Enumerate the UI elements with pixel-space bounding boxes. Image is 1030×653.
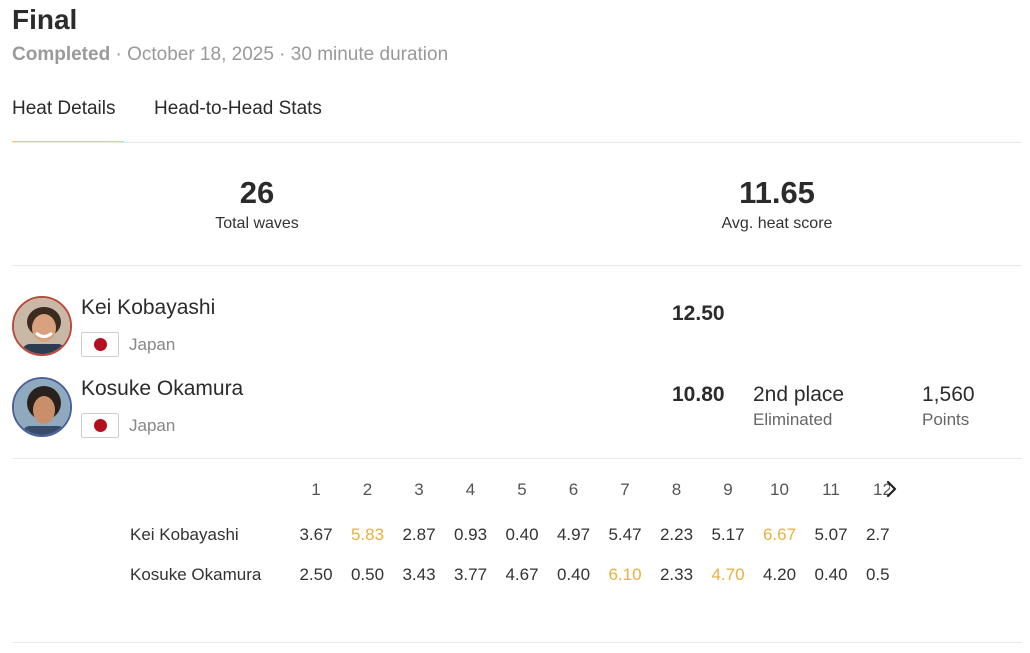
- wave-score-cell: 6.67: [762, 525, 797, 544]
- athlete-photo: [14, 298, 70, 354]
- wave-number-header: 10: [770, 480, 789, 499]
- avg-score-stat: 11.65 Avg. heat score: [677, 175, 877, 233]
- heat-title: Final: [12, 4, 78, 35]
- wave-score-cell: 2.73: [865, 525, 890, 544]
- avatar-kei-kobayashi[interactable]: [12, 296, 72, 356]
- wave-row-athlete-name: Kosuke Okamura: [130, 565, 262, 584]
- wave-score-cell: 3.77: [453, 565, 488, 584]
- wave-number-header: 7: [620, 480, 630, 499]
- wave-number-header: 9: [723, 480, 733, 499]
- wave-number-header: 11: [822, 480, 840, 499]
- wave-score-cell: 2.23: [659, 525, 694, 544]
- wave-score-cell: 5.83: [350, 525, 385, 544]
- wave-number-header: 2: [362, 480, 373, 499]
- heat-meta: · October 18, 2025 · 30 minute duration: [110, 44, 449, 65]
- heat-status: Completed: [12, 44, 111, 65]
- athlete-country: Japan: [129, 335, 176, 354]
- wave-score-cell: 5.47: [608, 525, 642, 544]
- bottom-divider: [12, 642, 1022, 643]
- athlete-name[interactable]: Kei Kobayashi: [81, 296, 216, 319]
- wave-score-cell: 5.07: [814, 525, 848, 544]
- athlete-country: Japan: [129, 416, 176, 435]
- japan-flag-icon: [81, 332, 119, 357]
- athlete-points-label: Points: [922, 410, 970, 429]
- wave-score-cell: 0.40: [556, 565, 591, 584]
- wave-score-cell: 4.97: [556, 525, 591, 544]
- athlete-photo: [14, 379, 70, 435]
- avg-score-label: Avg. heat score: [721, 215, 833, 232]
- wave-score-cell: 3.67: [299, 525, 333, 544]
- wave-score-cell: 0.40: [505, 525, 539, 544]
- tab-heat-details[interactable]: Heat Details: [12, 98, 124, 143]
- athlete-placing: 2nd place: [753, 383, 845, 406]
- athlete-name[interactable]: Kosuke Okamura: [81, 377, 244, 400]
- wave-score-cell: 4.20: [762, 565, 797, 584]
- heat-subtitle: Completed · October 18, 2025 · 30 minute…: [12, 44, 448, 66]
- chevron-right-icon[interactable]: [884, 478, 900, 500]
- total-waves-stat: 26 Total waves: [157, 175, 357, 233]
- athletes-divider: [12, 458, 1022, 459]
- wave-score-cell: 4.70: [711, 565, 745, 584]
- wave-number-header: 3: [414, 480, 424, 499]
- wave-score-cell: 0.40: [814, 565, 848, 584]
- wave-number-header: 12: [873, 480, 890, 499]
- wave-score-cell: 6.10: [608, 565, 642, 584]
- wave-scores-table: 1 2 3 4 5 6 7 8 9 10 11 12 Kei Kobayashi 3.67 5.83 2.…: [130, 474, 890, 594]
- wave-number-header: 8: [671, 480, 682, 499]
- total-waves-value: 26: [239, 175, 275, 210]
- total-waves-label: Total waves: [215, 215, 299, 232]
- athlete-points-value: 1,560: [922, 383, 975, 406]
- tab-head-to-head-stats[interactable]: Head-to-Head Stats: [154, 98, 322, 119]
- wave-score-cell: 4.67: [505, 565, 539, 584]
- wave-number-header: 4: [465, 480, 476, 499]
- wave-score-cell: 3.43: [402, 565, 436, 584]
- avg-score-value: 11.65: [739, 175, 815, 210]
- wave-number-header: 5: [517, 480, 527, 499]
- wave-score-cell: 0.53: [865, 565, 890, 584]
- summary-divider: [12, 265, 1022, 266]
- japan-flag-icon: [81, 413, 119, 438]
- wave-score-cell: 2.33: [659, 565, 694, 584]
- wave-score-cell: 0.93: [453, 525, 488, 544]
- wave-score-cell: 2.87: [402, 525, 436, 544]
- wave-number-header: 1: [311, 480, 321, 499]
- wave-score-cell: 2.50: [299, 565, 333, 584]
- wave-score-cell: 0.50: [350, 565, 385, 584]
- athlete-status: Eliminated: [753, 410, 833, 429]
- tab-divider: [12, 142, 1022, 143]
- wave-number-header: 6: [568, 480, 579, 499]
- wave-score-cell: 5.17: [711, 525, 745, 544]
- avatar-kosuke-okamura[interactable]: [12, 377, 72, 437]
- athlete-heat-score: 12.50: [672, 302, 725, 325]
- wave-row-athlete-name: Kei Kobayashi: [130, 525, 239, 544]
- tab-bar: Heat Details Head-to-Head Stats: [12, 98, 1022, 143]
- athlete-heat-score: 10.80: [672, 383, 725, 406]
